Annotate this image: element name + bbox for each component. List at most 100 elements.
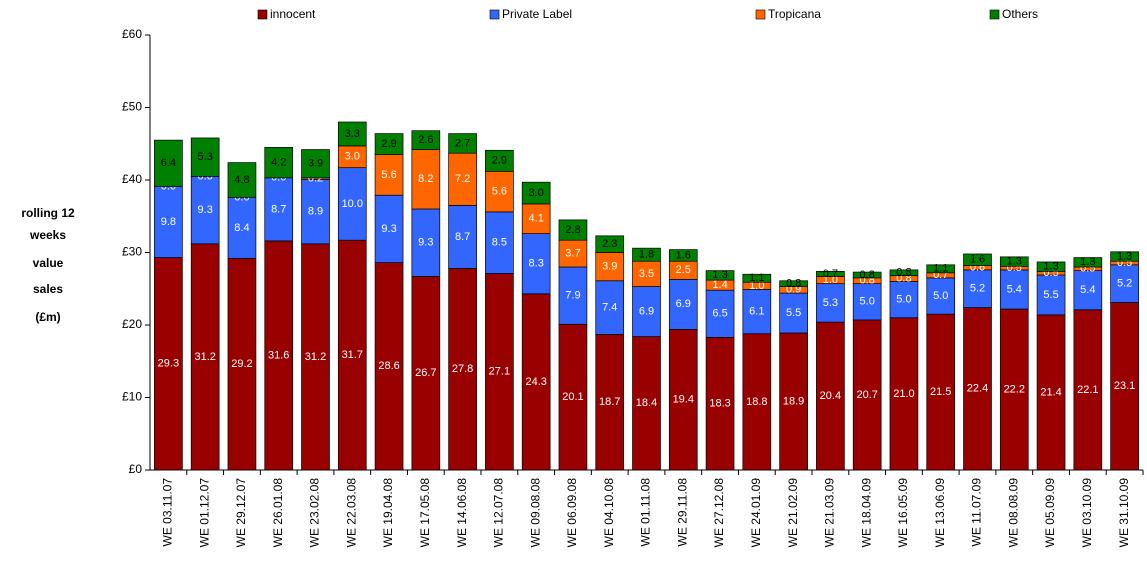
bar-segment bbox=[668, 329, 698, 471]
bar-segment bbox=[190, 243, 220, 471]
bar-segment bbox=[779, 332, 808, 471]
data-label: 5.5 bbox=[1043, 289, 1058, 301]
data-label: 31.2 bbox=[194, 351, 215, 363]
bar-segment bbox=[1073, 309, 1103, 471]
bar-segment bbox=[374, 154, 404, 196]
data-label: 5.2 bbox=[970, 283, 985, 295]
bar-segment bbox=[1110, 264, 1139, 303]
bar-segment bbox=[264, 240, 294, 471]
bar-segment bbox=[963, 269, 992, 308]
x-tick-label: WE 21.02.09 bbox=[786, 478, 800, 548]
bar-segment bbox=[632, 260, 661, 287]
x-tick-label: WE 03.11.07 bbox=[161, 478, 175, 547]
bar-segment bbox=[1110, 251, 1139, 262]
data-label: 5.0 bbox=[933, 290, 948, 302]
bar-segment bbox=[521, 233, 551, 295]
x-tick-label: WE 05.09.09 bbox=[1043, 478, 1057, 548]
data-label: 2.9 bbox=[381, 138, 396, 150]
x-tick-label: WE 22.03.08 bbox=[344, 478, 358, 548]
data-label: 1.3 bbox=[1117, 250, 1132, 262]
data-label: 18.3 bbox=[709, 398, 730, 410]
data-label: 9.3 bbox=[381, 223, 396, 235]
bar-segment bbox=[154, 139, 183, 187]
data-label: 1.4 bbox=[712, 279, 727, 291]
data-label: 2.6 bbox=[418, 134, 433, 146]
x-tick-label: WE 08.08.09 bbox=[1006, 478, 1020, 548]
x-tick-label: WE 23.02.08 bbox=[308, 478, 322, 548]
bar-segment bbox=[485, 170, 514, 213]
bar-segment bbox=[779, 292, 808, 334]
y-tick-label: £10 bbox=[122, 390, 142, 404]
bar-segment bbox=[227, 197, 257, 259]
data-label: 10.0 bbox=[342, 198, 363, 210]
legend-label: Tropicana bbox=[768, 7, 821, 21]
data-label: 7.2 bbox=[455, 173, 470, 185]
data-label: 5.0 bbox=[896, 294, 911, 306]
bar-segment bbox=[963, 253, 992, 266]
bar-segment bbox=[1073, 270, 1103, 311]
data-label: 9.3 bbox=[198, 204, 213, 216]
bar-segment bbox=[705, 270, 735, 281]
data-label: 1.3 bbox=[712, 269, 727, 281]
x-tick-label: WE 24.01.09 bbox=[749, 478, 763, 548]
data-label: 20.7 bbox=[856, 389, 877, 401]
bar-segment bbox=[668, 249, 698, 262]
data-label: 1.3 bbox=[1043, 261, 1058, 273]
data-label: 21.0 bbox=[893, 388, 914, 400]
data-label: 4.1 bbox=[529, 213, 544, 225]
data-label: 3.0 bbox=[345, 151, 360, 163]
x-tick-label: WE 18.04.09 bbox=[859, 478, 873, 548]
data-label: 23.1 bbox=[1114, 380, 1135, 392]
bar-segment bbox=[742, 273, 772, 283]
data-label: 0.8 bbox=[786, 278, 801, 290]
data-label: 31.7 bbox=[342, 349, 363, 361]
x-tick-label: WE 14.06.08 bbox=[455, 478, 469, 548]
data-label: 3.0 bbox=[529, 187, 544, 199]
bar-segment bbox=[190, 176, 220, 245]
x-tick-label: WE 17.05.08 bbox=[418, 478, 432, 548]
x-tick-label: WE 19.04.08 bbox=[381, 478, 395, 548]
x-tick-label: WE 31.10.09 bbox=[1117, 478, 1131, 548]
bar-segment bbox=[521, 181, 551, 205]
y-tick-label: £30 bbox=[122, 245, 142, 259]
data-label: 6.1 bbox=[749, 305, 764, 317]
y-axis-label: rolling 12 bbox=[21, 206, 75, 220]
data-label: 27.8 bbox=[452, 363, 473, 375]
x-tick-label: WE 01.12.07 bbox=[197, 478, 211, 548]
data-label: 5.6 bbox=[381, 169, 396, 181]
bar-segment bbox=[374, 133, 404, 155]
data-label: 29.2 bbox=[231, 358, 252, 370]
bar-segment bbox=[705, 289, 735, 338]
bar-segment bbox=[926, 264, 956, 274]
data-label: 5.4 bbox=[1007, 283, 1022, 295]
y-axis-label: weeks bbox=[29, 228, 66, 242]
bar-segment bbox=[668, 278, 698, 330]
x-tick-label: WE 01.11.08 bbox=[639, 478, 653, 547]
bar-segment bbox=[301, 149, 330, 179]
data-label: 18.7 bbox=[599, 396, 620, 408]
data-label: 21.4 bbox=[1040, 386, 1061, 398]
bar-segment bbox=[852, 283, 882, 321]
data-label: 1.3 bbox=[1007, 255, 1022, 267]
data-label: 3.5 bbox=[639, 268, 654, 280]
bar-segment bbox=[558, 239, 588, 268]
bar-segment bbox=[889, 281, 919, 319]
data-label: 5.5 bbox=[786, 307, 801, 319]
x-tick-label: WE 11.07.09 bbox=[970, 478, 984, 547]
data-label: 3.9 bbox=[602, 261, 617, 273]
bar-segment bbox=[558, 219, 588, 241]
x-tick-label: WE 06.09.08 bbox=[565, 478, 579, 548]
bar-segment bbox=[705, 336, 735, 471]
bar-segment bbox=[337, 239, 367, 471]
y-tick-label: £50 bbox=[122, 100, 142, 114]
data-label: 3.3 bbox=[345, 128, 360, 140]
y-axis-label: (£m) bbox=[35, 310, 60, 324]
data-label: 18.9 bbox=[783, 395, 804, 407]
x-tick-label: WE 03.10.09 bbox=[1080, 478, 1094, 548]
data-label: 2.8 bbox=[565, 224, 580, 236]
legend-swatch bbox=[989, 9, 1000, 20]
data-label: 28.6 bbox=[378, 360, 399, 372]
bar-segment bbox=[816, 283, 845, 323]
